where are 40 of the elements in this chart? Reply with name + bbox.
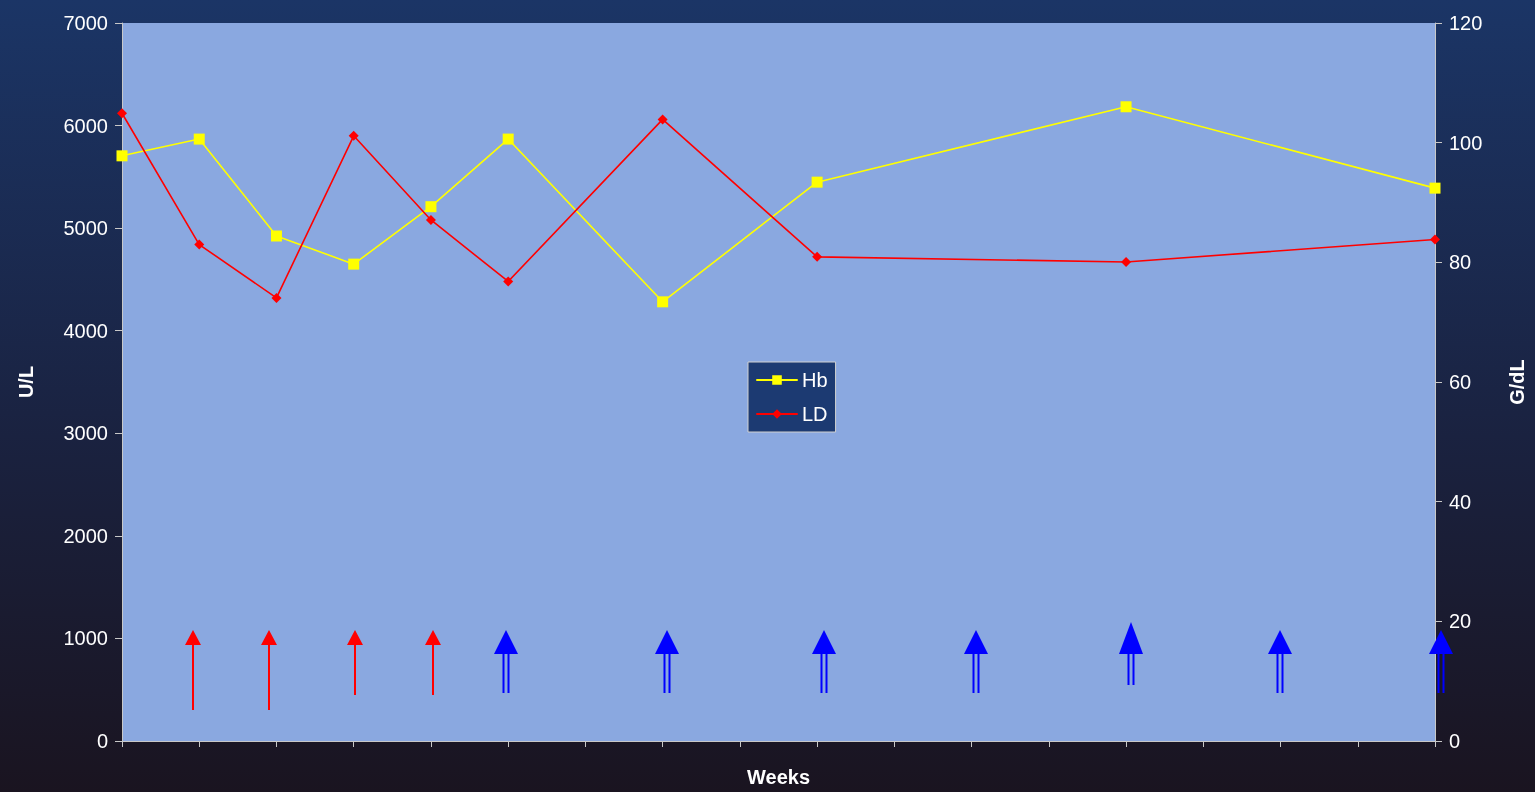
y2-tick-label: 40 [1449,490,1472,513]
point [271,292,282,303]
point [811,176,823,188]
y-tick-label: 3000 [63,422,108,445]
legend-label: LD [802,403,828,425]
y2-tick-label: 100 [1449,131,1483,154]
y-tick-label: 7000 [63,12,108,34]
point [657,296,669,308]
y2-tick-label: 0 [1449,730,1461,752]
y-tick-label: 1000 [63,627,108,650]
point [193,133,205,145]
y2-tick-label: 60 [1449,371,1472,393]
point [502,133,514,145]
y-tick-label: 5000 [63,217,108,240]
point [194,239,205,250]
y2-axis-title: G/dL [1506,359,1528,405]
y-axis-title: U/L [15,365,37,399]
legend-label: Hb [802,369,828,391]
point [425,214,436,225]
point [1430,234,1440,245]
point [348,130,359,141]
point [1121,256,1132,267]
y-tick-label: 6000 [63,114,108,137]
point [1429,182,1441,194]
point [270,230,282,242]
y2-tick-label: 80 [1449,251,1472,274]
y-tick-label: 0 [96,730,108,752]
x-axis-title: Weeks [746,766,811,788]
y2-tick-label: 120 [1449,12,1483,34]
point [348,258,360,270]
point [1120,101,1132,113]
y-tick-label: 4000 [63,319,108,342]
point [657,114,668,125]
y-tick-label: 2000 [63,524,108,547]
point [117,108,127,119]
point [503,276,514,287]
point [812,251,823,262]
point [116,150,128,162]
y2-tick-label: 20 [1449,610,1472,633]
point [425,201,437,213]
